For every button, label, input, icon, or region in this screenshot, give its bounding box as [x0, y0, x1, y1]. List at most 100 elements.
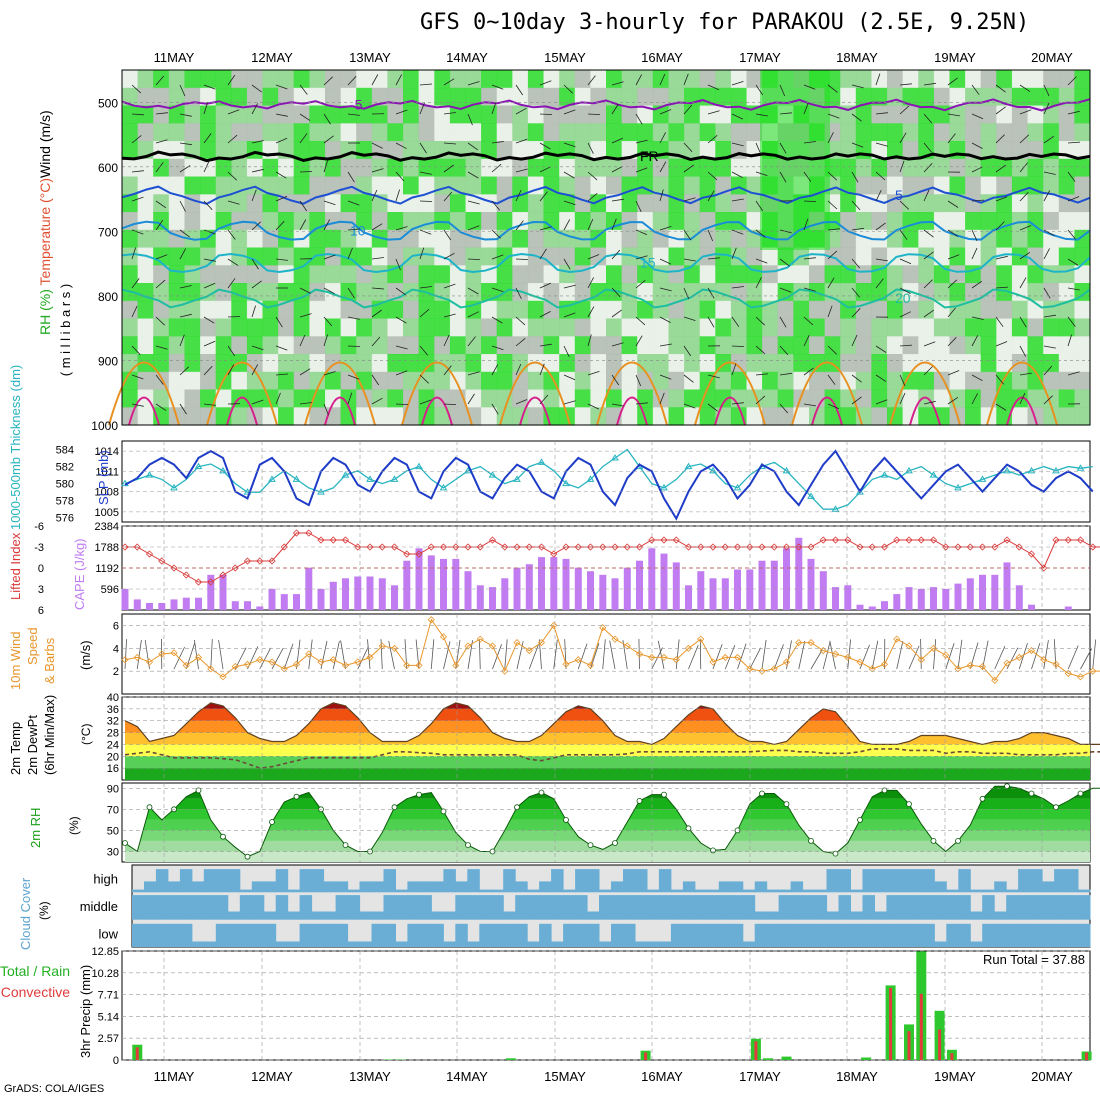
thickness-line [124, 448, 1093, 510]
rh-cell [637, 70, 654, 89]
rh-cell [699, 318, 716, 337]
cloud-cell [994, 881, 1007, 893]
rh-cell [1043, 87, 1060, 107]
wind-speed-marker [133, 653, 141, 661]
wind-barb [971, 199, 985, 202]
cloud-cell [455, 923, 468, 947]
precip-total-bar [505, 1058, 516, 1060]
lifted-index-series [121, 529, 1100, 586]
wind-barb [155, 403, 167, 411]
surface-wind-barb [1092, 639, 1097, 670]
rh-cell [278, 70, 295, 89]
rh-cell [1058, 194, 1075, 213]
thickness-marker [1076, 464, 1085, 471]
wind-barb [827, 171, 838, 181]
wind-barb [923, 366, 933, 376]
cloud-cell [479, 895, 492, 920]
rh-cell [387, 176, 404, 195]
rh-cell [590, 229, 607, 249]
rh-cell [418, 389, 435, 408]
cloud-cell [862, 923, 875, 947]
wind-barb [155, 162, 164, 173]
rh-cell [278, 354, 295, 373]
rh-cell [231, 105, 248, 124]
wind-barb [1067, 371, 1080, 376]
cloud-cell [946, 923, 959, 947]
rh-cell [403, 283, 420, 302]
wind-barb [923, 142, 932, 153]
warm-contour [401, 361, 473, 426]
rh-cell [543, 407, 560, 426]
wind-barb [683, 142, 693, 153]
wind-barb [1067, 196, 1080, 202]
rh-cell [512, 176, 529, 195]
rh-cell [434, 70, 451, 89]
wind-barb [251, 189, 257, 202]
rh-cell [200, 247, 217, 266]
cloud-cell [587, 911, 600, 920]
rh-cell [1058, 265, 1075, 284]
rh-cell [1058, 123, 1075, 142]
ylabel-wind: Wind (m/s) [37, 110, 53, 178]
rh-cell [403, 70, 420, 89]
rh-unit-label: (%) [67, 816, 81, 835]
wind-barb [611, 287, 621, 298]
wind-speed-marker [452, 661, 460, 669]
lifted-index-marker [929, 536, 938, 544]
cloud-cell [994, 923, 1007, 947]
wind-barb [587, 403, 600, 410]
rh-cell [840, 265, 857, 284]
wind-barb [611, 374, 620, 386]
rh-cell [449, 407, 466, 426]
cloud-cell [347, 941, 361, 947]
rh-cell [527, 158, 544, 178]
cloud-cell [874, 869, 887, 893]
rh-cell [293, 354, 310, 373]
rh-cell [325, 371, 342, 391]
thickness-marker [341, 471, 350, 478]
temp-tick: 28 [107, 728, 119, 740]
wind-barb [1019, 225, 1032, 231]
wind-speed-marker [427, 616, 435, 624]
cape-bar [734, 569, 741, 610]
day-label-bottom: 19MAY [934, 1069, 976, 1084]
cloud-cell [1030, 923, 1043, 947]
wind-barb [515, 107, 527, 115]
rh-cell [1027, 336, 1044, 355]
cloud-cell [359, 911, 372, 920]
rh-cell [699, 87, 716, 107]
rh-cell [730, 389, 747, 408]
wind-barb [803, 84, 816, 90]
wind-barb [539, 191, 548, 202]
rh-cell [590, 123, 607, 142]
rh-cell [933, 70, 950, 89]
cloud-cell [694, 923, 708, 947]
cloud-cell [239, 889, 253, 893]
lifted-index-marker [942, 543, 950, 551]
rh-cell [184, 176, 201, 195]
cloud-cell [599, 889, 612, 893]
cape-bar [1003, 562, 1011, 610]
wind-barb [275, 195, 288, 202]
surface-wind-barb [675, 639, 680, 670]
isotherm-line [121, 150, 1091, 163]
wind-tick: 6 [113, 620, 119, 632]
rh-cell [965, 300, 982, 320]
rh-cell [403, 300, 420, 320]
rh-cell [715, 371, 732, 391]
rh-cell [871, 105, 888, 124]
rh-cell [371, 407, 388, 426]
wind-barb [299, 200, 308, 212]
wind-barb [203, 258, 216, 262]
rh-cell [887, 265, 904, 284]
rh-cell [574, 318, 591, 337]
cloud-cell [215, 895, 229, 920]
rh-cell [1074, 212, 1091, 231]
rh-cell [246, 283, 263, 302]
wind-barb [539, 142, 551, 150]
temp-tick: 24 [107, 739, 119, 751]
wind-barb [203, 365, 213, 376]
wind-barb [539, 226, 552, 231]
rh-cell [137, 105, 154, 124]
cloud-cell [419, 923, 432, 947]
